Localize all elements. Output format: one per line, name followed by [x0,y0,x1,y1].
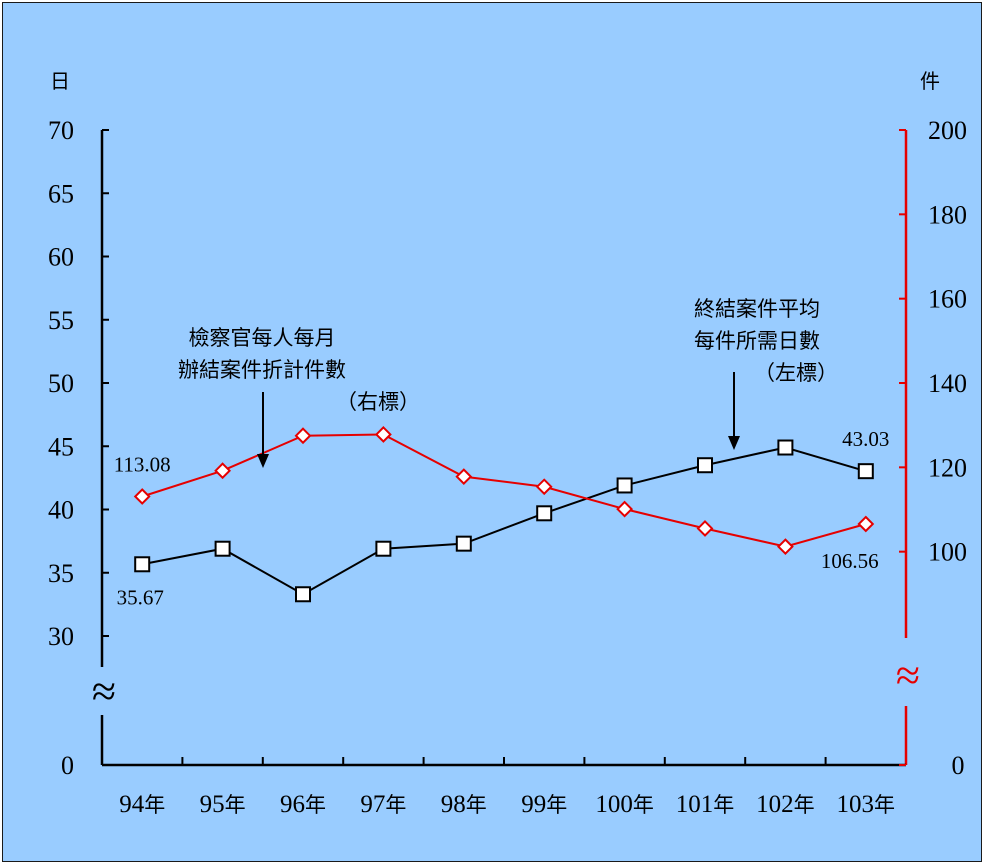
axes: ≈ ≈0 30 35 40 45 50 55 60 65 70 0 100 120 140 160 180 200… [48,116,967,818]
right-axis-tick-label: 0 [952,751,965,780]
annotation-arrowhead-days [728,436,740,450]
data-point-marker-days [295,586,311,603]
right-axis-tick-label: 120 [928,453,967,482]
data-point-marker-cases [133,488,151,505]
x-axis-category-label: 94年 [119,791,165,818]
right-axis-tick-label: 200 [928,116,967,145]
data-point-marker-cases [857,515,875,533]
data-point-marker-days [616,477,633,494]
annotation-text-days: （左標） [754,361,838,385]
data-point-marker-days [777,439,794,456]
x-axis-category-label: 101年 [676,791,735,818]
data-point-marker-cases [294,427,312,445]
data-point-marker-days [214,540,231,557]
data-point-marker-cases [455,468,473,486]
data-point-marker-days [455,535,472,552]
data-point-marker-days [375,540,392,557]
data-point-marker-cases [374,426,392,443]
annotation-text-days: 每件所需日數 [694,329,820,353]
data-point-marker-cases [776,538,794,556]
series-line-days [142,446,867,596]
left-axis-tick-label: 65 [48,179,74,208]
left-axis-tick-label: 0 [61,751,74,780]
x-axis-category-label: 95年 [200,791,246,818]
left-axis-tick-label: 55 [48,306,74,335]
data-point-marker-cases [535,478,553,496]
annotation-text-cases: （右標） [336,390,420,414]
left-axis-unit-label: 日 [50,69,70,93]
data-point-marker-days [536,505,553,522]
data-point-marker-cases [616,500,634,518]
left-axis-tick-label: 30 [48,622,74,651]
x-axis-category-label: 98年 [441,791,487,818]
x-axis-category-label: 97年 [360,791,406,818]
data-point-marker-cases [214,462,232,480]
plot-background [3,3,981,861]
data-label: 35.67 [117,585,164,609]
right-axis-tick-label: 140 [928,369,967,398]
annotation-text-cases: 辦結案件折計件數 [178,358,346,382]
x-axis-category-label: 96年 [280,791,326,818]
data-label: 113.08 [114,453,171,477]
x-axis-category-label: 100年 [595,791,654,818]
right-axis-break-mark: ≈ [896,651,920,700]
data-label: 106.56 [821,549,879,573]
left-axis-tick-label: 40 [48,496,74,525]
right-axis-unit-label: 件 [920,69,940,93]
x-axis-category-label: 103年 [837,791,896,818]
left-axis-tick-label: 50 [48,369,74,398]
right-axis-tick-label: 100 [928,538,967,567]
annotation-text-days: 終結案件平均 [694,297,820,321]
left-axis-tick-label: 45 [48,432,74,461]
x-axis-category-label: 102年 [756,791,815,818]
data-label: 43.03 [842,427,889,451]
annotation-text-cases: 檢察官每人每月 [189,326,336,350]
left-axis-tick-label: 35 [48,559,74,588]
x-axis-category-label: 99年 [521,791,567,818]
right-axis-tick-label: 180 [928,200,967,229]
data-point-marker-days [697,457,713,474]
annotation-arrowhead-cases [257,454,269,468]
data-point-marker-days [134,556,151,573]
left-axis-tick-label: 70 [48,116,74,145]
left-axis-break-mark: ≈ [92,667,116,716]
right-axis-tick-label: 160 [928,285,967,314]
data-point-marker-days [857,463,874,480]
data-point-marker-cases [696,520,714,537]
left-axis-tick-label: 60 [48,243,74,272]
